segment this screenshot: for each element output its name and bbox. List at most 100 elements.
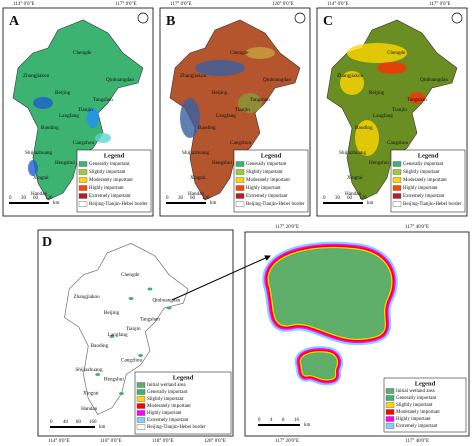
city-label: Zhangjiakou xyxy=(74,294,101,300)
legend-item: Generally important xyxy=(246,162,287,167)
city-label: Chengde xyxy=(230,50,249,56)
axis-label: 117° 40'0"E xyxy=(405,439,429,444)
panel-letter: A xyxy=(9,14,20,29)
legend-item: Extremely important xyxy=(403,194,445,199)
importance-patch xyxy=(195,60,245,76)
wetland-patch xyxy=(128,297,134,300)
city-label: Baoding xyxy=(41,125,59,131)
city-label: Cangzhou xyxy=(230,140,251,146)
city-label: Xingtai xyxy=(33,175,49,181)
scale-tick: 60 xyxy=(347,196,353,201)
legend-swatch xyxy=(78,185,88,191)
legend-item: Highly important xyxy=(403,186,438,191)
city-label: Langfang xyxy=(216,112,236,119)
legend-swatch xyxy=(136,403,146,409)
city-label: Baoding xyxy=(198,125,216,131)
city-label: Qinhuangdao xyxy=(152,298,180,304)
city-label: Cangzhou xyxy=(387,140,408,146)
axis-label: 117° 0'0"E xyxy=(170,2,192,7)
city-label: Qinhuangdao xyxy=(420,77,448,83)
city-label: Tianjin xyxy=(392,107,407,113)
legend-swatch xyxy=(136,424,146,430)
legend-item: Highly important xyxy=(396,417,431,422)
city-label: Baoding xyxy=(355,125,373,131)
legend-swatch xyxy=(392,177,402,183)
legend-item: Generally important xyxy=(396,396,437,401)
scale-bar xyxy=(258,424,300,426)
axis-label: 117° 0'0"E xyxy=(115,2,137,7)
scale-tick: 4 xyxy=(270,418,273,423)
legend-swatch xyxy=(136,417,146,423)
importance-patch xyxy=(377,62,407,74)
legend-swatch xyxy=(235,201,245,207)
legend-item: Beijing-Tianjin-Hebei border xyxy=(89,202,148,207)
legend-box xyxy=(134,371,232,435)
legend-item: Initial wetland area xyxy=(147,383,186,388)
legend-swatch xyxy=(235,161,245,167)
importance-patch xyxy=(180,98,200,138)
legend-item: Slightly important xyxy=(396,403,433,408)
legend-item: Highly important xyxy=(89,186,124,191)
legend-title: Legend xyxy=(173,374,194,381)
legend-item: Generally important xyxy=(89,162,130,167)
axis-label: 118° 0'0"E xyxy=(152,439,174,444)
axis-label: 120° 0'0"E xyxy=(272,2,294,7)
legend-item: Extremely important xyxy=(396,424,438,429)
city-label: Chengde xyxy=(121,272,140,278)
legend-swatch xyxy=(78,201,88,207)
scale-unit: km xyxy=(99,425,106,430)
scale-tick: 120 xyxy=(45,196,53,201)
city-label: Beijing xyxy=(369,90,385,96)
city-label: Tianjin xyxy=(235,107,250,113)
scale-tick: 120 xyxy=(202,196,210,201)
city-label: Hengshui xyxy=(55,160,75,166)
legend-item: Moderately important xyxy=(147,404,191,409)
axis-label: 116° 0'0"E xyxy=(100,439,122,444)
city-label: Beijing xyxy=(55,90,71,96)
importance-patch xyxy=(87,108,99,128)
north-arrow xyxy=(451,12,463,24)
importance-patch xyxy=(409,92,425,104)
legend-item: Moderately important xyxy=(396,410,440,415)
legend-swatch xyxy=(78,193,88,199)
city-label: Qinhuangdao xyxy=(106,77,134,83)
north-arrow xyxy=(294,12,306,24)
scale-tick: 160 xyxy=(89,420,97,425)
legend-item: Highly important xyxy=(147,411,182,416)
legend-swatch xyxy=(136,396,146,402)
legend-title: Legend xyxy=(418,152,439,159)
axis-label: 117° 20'0"E xyxy=(275,225,299,230)
legend-title: Legend xyxy=(104,152,125,159)
scale-unit: km xyxy=(367,201,374,206)
importance-patch xyxy=(95,133,111,143)
wetland-patch xyxy=(109,335,115,338)
legend-swatch xyxy=(385,388,395,394)
wetland-patch xyxy=(166,306,172,310)
legend-swatch xyxy=(392,193,402,199)
legend-swatch xyxy=(136,410,146,416)
legend-swatch xyxy=(392,185,402,191)
city-label: Chengde xyxy=(387,50,406,56)
city-label: Shijiazhuang xyxy=(75,367,102,373)
legend-title: Legend xyxy=(415,380,436,387)
scale-tick: 16 xyxy=(294,418,300,423)
legend-swatch xyxy=(385,409,395,415)
city-label: Handan xyxy=(188,191,205,197)
city-label: Cangzhou xyxy=(121,357,142,363)
legend-item: Slightly important xyxy=(147,397,184,402)
importance-patch xyxy=(340,71,364,95)
legend-swatch xyxy=(392,161,402,167)
city-label: Hengshui xyxy=(369,160,389,166)
importance-patch xyxy=(355,120,379,156)
legend-swatch xyxy=(235,185,245,191)
legend-item: Slightly important xyxy=(403,170,440,175)
scale-tick: 60 xyxy=(190,196,196,201)
axis-label: 117° 40'0"E xyxy=(405,225,429,230)
city-label: Zhangjiakou xyxy=(23,73,50,79)
city-label: Langfang xyxy=(59,112,79,119)
scale-bar xyxy=(323,202,363,204)
city-label: Handan xyxy=(31,191,48,197)
legend-item: Highly important xyxy=(246,186,281,191)
scale-tick: 30 xyxy=(21,196,27,201)
